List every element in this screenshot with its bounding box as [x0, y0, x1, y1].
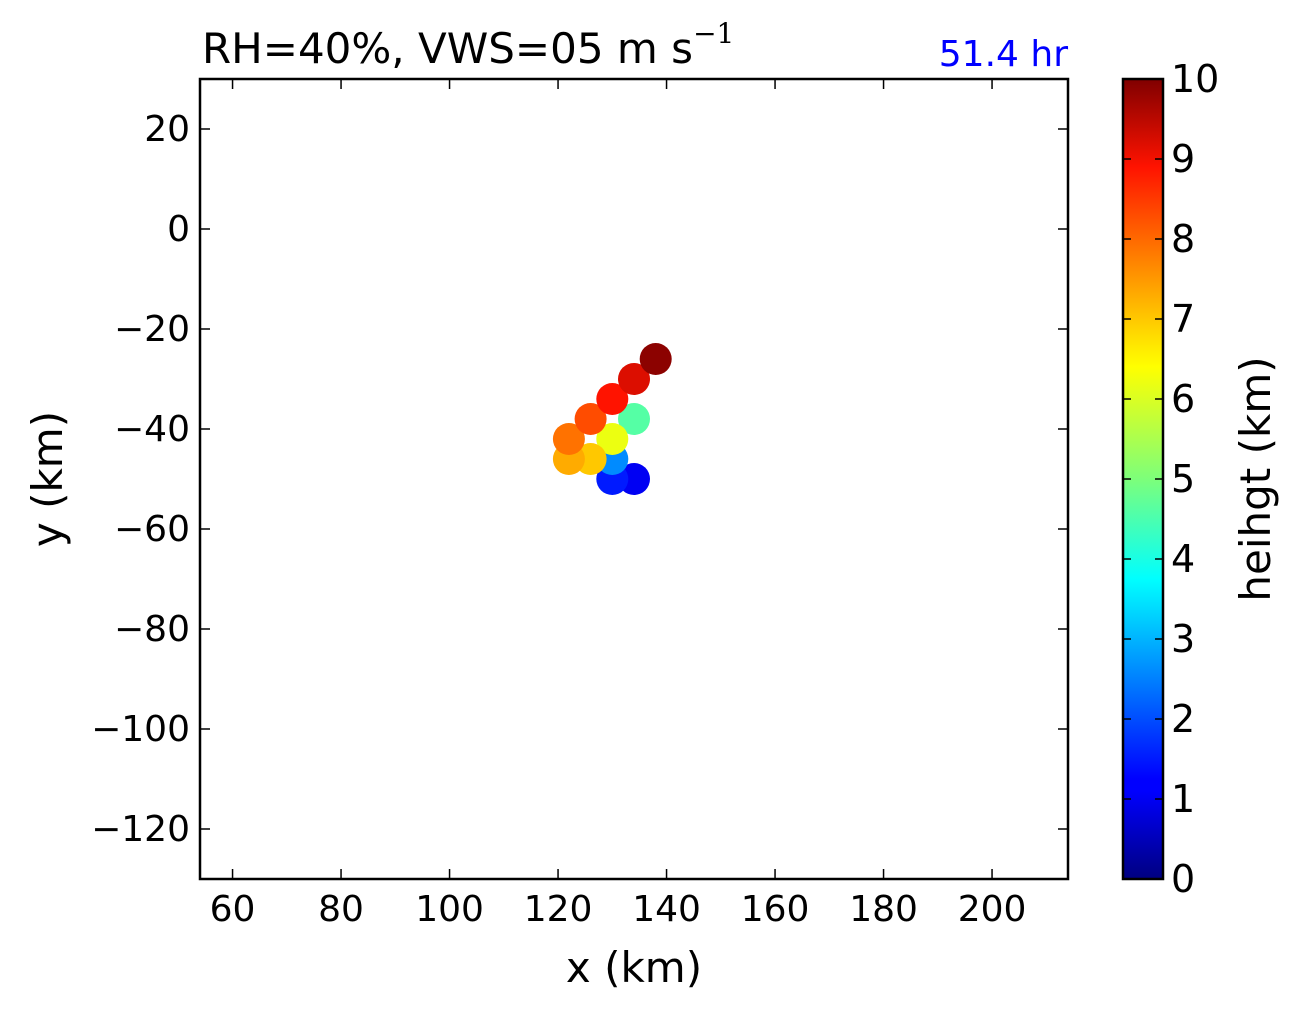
colorbar-tick-label: 3	[1171, 617, 1195, 661]
chart-title: RH=40%, VWS=05 m s−1	[202, 17, 734, 73]
x-tick-label: 100	[415, 889, 484, 930]
y-tick-label: −100	[91, 709, 190, 750]
colorbar-tick-label: 5	[1171, 457, 1195, 501]
y-tick-label: −40	[114, 409, 190, 450]
plot-frame	[198, 77, 1070, 881]
y-tick-label: 0	[167, 209, 190, 250]
y-axis-ticks: 20 0 −20 −40 −60 −80 −100 −120	[91, 109, 1068, 850]
colorbar-ticks: 0 1 2 3 4 5 6 7 8 9 10	[1123, 57, 1219, 901]
colorbar-label: heihgt (km)	[1231, 356, 1280, 601]
x-axis-label: x (km)	[566, 943, 702, 992]
scatter-point	[639, 343, 672, 375]
x-tick-label: 60	[210, 889, 256, 930]
title-superscript: −1	[693, 17, 734, 50]
data-points	[552, 343, 672, 495]
x-tick-label: 80	[318, 889, 364, 930]
colorbar-tick-label: 10	[1171, 57, 1219, 101]
x-tick-label: 160	[741, 889, 810, 930]
colorbar-tick-label: 1	[1171, 777, 1195, 821]
scatter-point	[596, 423, 629, 455]
colorbar-tick-label: 0	[1171, 857, 1195, 901]
scatter-point	[618, 403, 650, 435]
scatter-point	[552, 423, 585, 455]
colorbar-tick-label: 7	[1171, 297, 1195, 341]
time-label: 51.4 hr	[939, 34, 1068, 75]
y-tick-label: −80	[114, 609, 190, 650]
colorbar-tick-label: 9	[1171, 137, 1195, 181]
x-tick-label: 200	[958, 889, 1027, 930]
scatter-point	[596, 383, 629, 415]
colorbar-tick-label: 6	[1171, 377, 1195, 421]
y-tick-label: −60	[114, 509, 190, 550]
colorbar-tick-label: 2	[1171, 697, 1195, 741]
x-tick-label: 140	[632, 889, 701, 930]
scatter-point	[618, 363, 650, 395]
y-axis-label: y (km)	[23, 411, 72, 547]
y-tick-label: −20	[114, 309, 190, 350]
scatter-point	[574, 403, 607, 435]
x-axis-ticks: 60 80 100 120 140 160 180 200	[210, 79, 1027, 930]
colorbar-tick-label: 8	[1171, 217, 1195, 261]
x-tick-label: 180	[849, 889, 918, 930]
colorbar-tick-label: 4	[1171, 537, 1195, 581]
y-tick-label: 20	[144, 109, 190, 150]
x-tick-label: 120	[524, 889, 593, 930]
y-tick-label: −120	[91, 809, 190, 850]
